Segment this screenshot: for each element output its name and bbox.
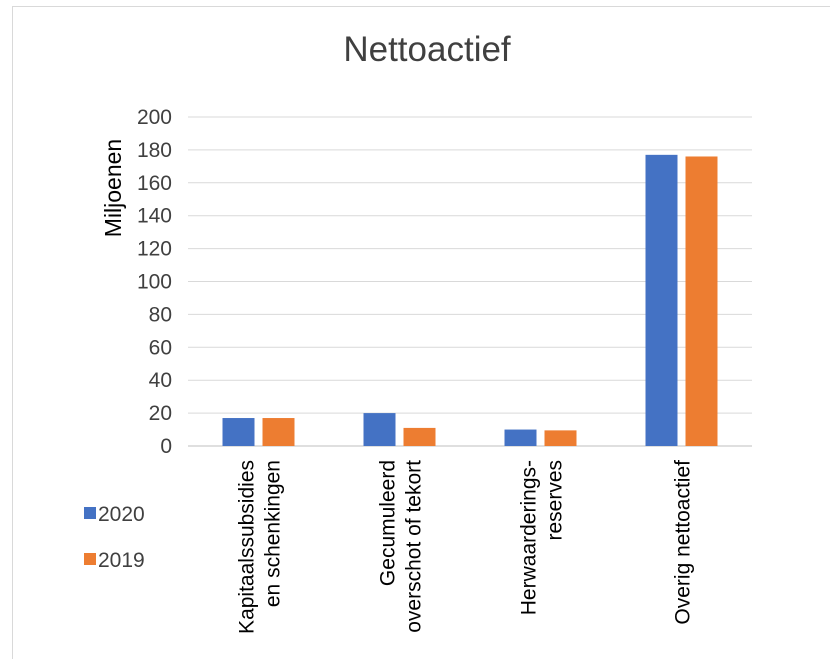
y-axis-label: Miljoenen	[100, 139, 126, 237]
x-category-label: Herwaarderings-	[518, 460, 541, 615]
x-category-label: overschot of tekort	[403, 460, 426, 633]
legend-swatch-2020	[84, 507, 96, 519]
y-tick-label: 120	[137, 238, 172, 261]
bar-2020-3	[645, 154, 678, 446]
chart-frame	[12, 6, 830, 659]
chart-title: Nettoactief	[343, 30, 511, 69]
legend-swatch-2019	[84, 553, 96, 565]
y-tick-label: 100	[137, 271, 172, 294]
x-category-label: en schenkingen	[262, 460, 285, 607]
legend: 2020 2019	[84, 503, 145, 572]
y-axis-ticks: 0 20 40 60 80 100 120 140 160 180 200	[137, 106, 172, 458]
legend-label-2020: 2020	[98, 503, 145, 526]
y-tick-label: 160	[137, 172, 172, 195]
bar-2020-0	[222, 418, 255, 446]
y-tick-label: 0	[160, 435, 172, 458]
x-category-label: Overig nettoactief	[672, 460, 695, 625]
bars	[222, 154, 718, 447]
category-labels: Kapitaalssubsidies en schenkingen Gecumule…	[236, 460, 695, 634]
bar-2019-0	[262, 418, 295, 446]
bar-2019-1	[403, 427, 436, 446]
y-tick-label: 60	[149, 336, 172, 359]
bar-2020-1	[363, 413, 396, 446]
y-tick-label: 200	[137, 106, 172, 129]
y-tick-label: 140	[137, 205, 172, 228]
bar-2019-2	[544, 430, 577, 446]
bar-2020-2	[504, 429, 537, 446]
y-tick-label: 80	[149, 303, 172, 326]
x-category-label: reserves	[544, 460, 567, 541]
bar-2019-3	[685, 156, 718, 447]
y-tick-label: 180	[137, 139, 172, 162]
legend-label-2019: 2019	[98, 549, 145, 572]
y-tick-label: 40	[149, 369, 172, 392]
x-category-label: Kapitaalssubsidies	[236, 460, 259, 634]
x-category-label: Gecumuleerd	[377, 460, 400, 586]
y-tick-label: 20	[149, 402, 172, 425]
